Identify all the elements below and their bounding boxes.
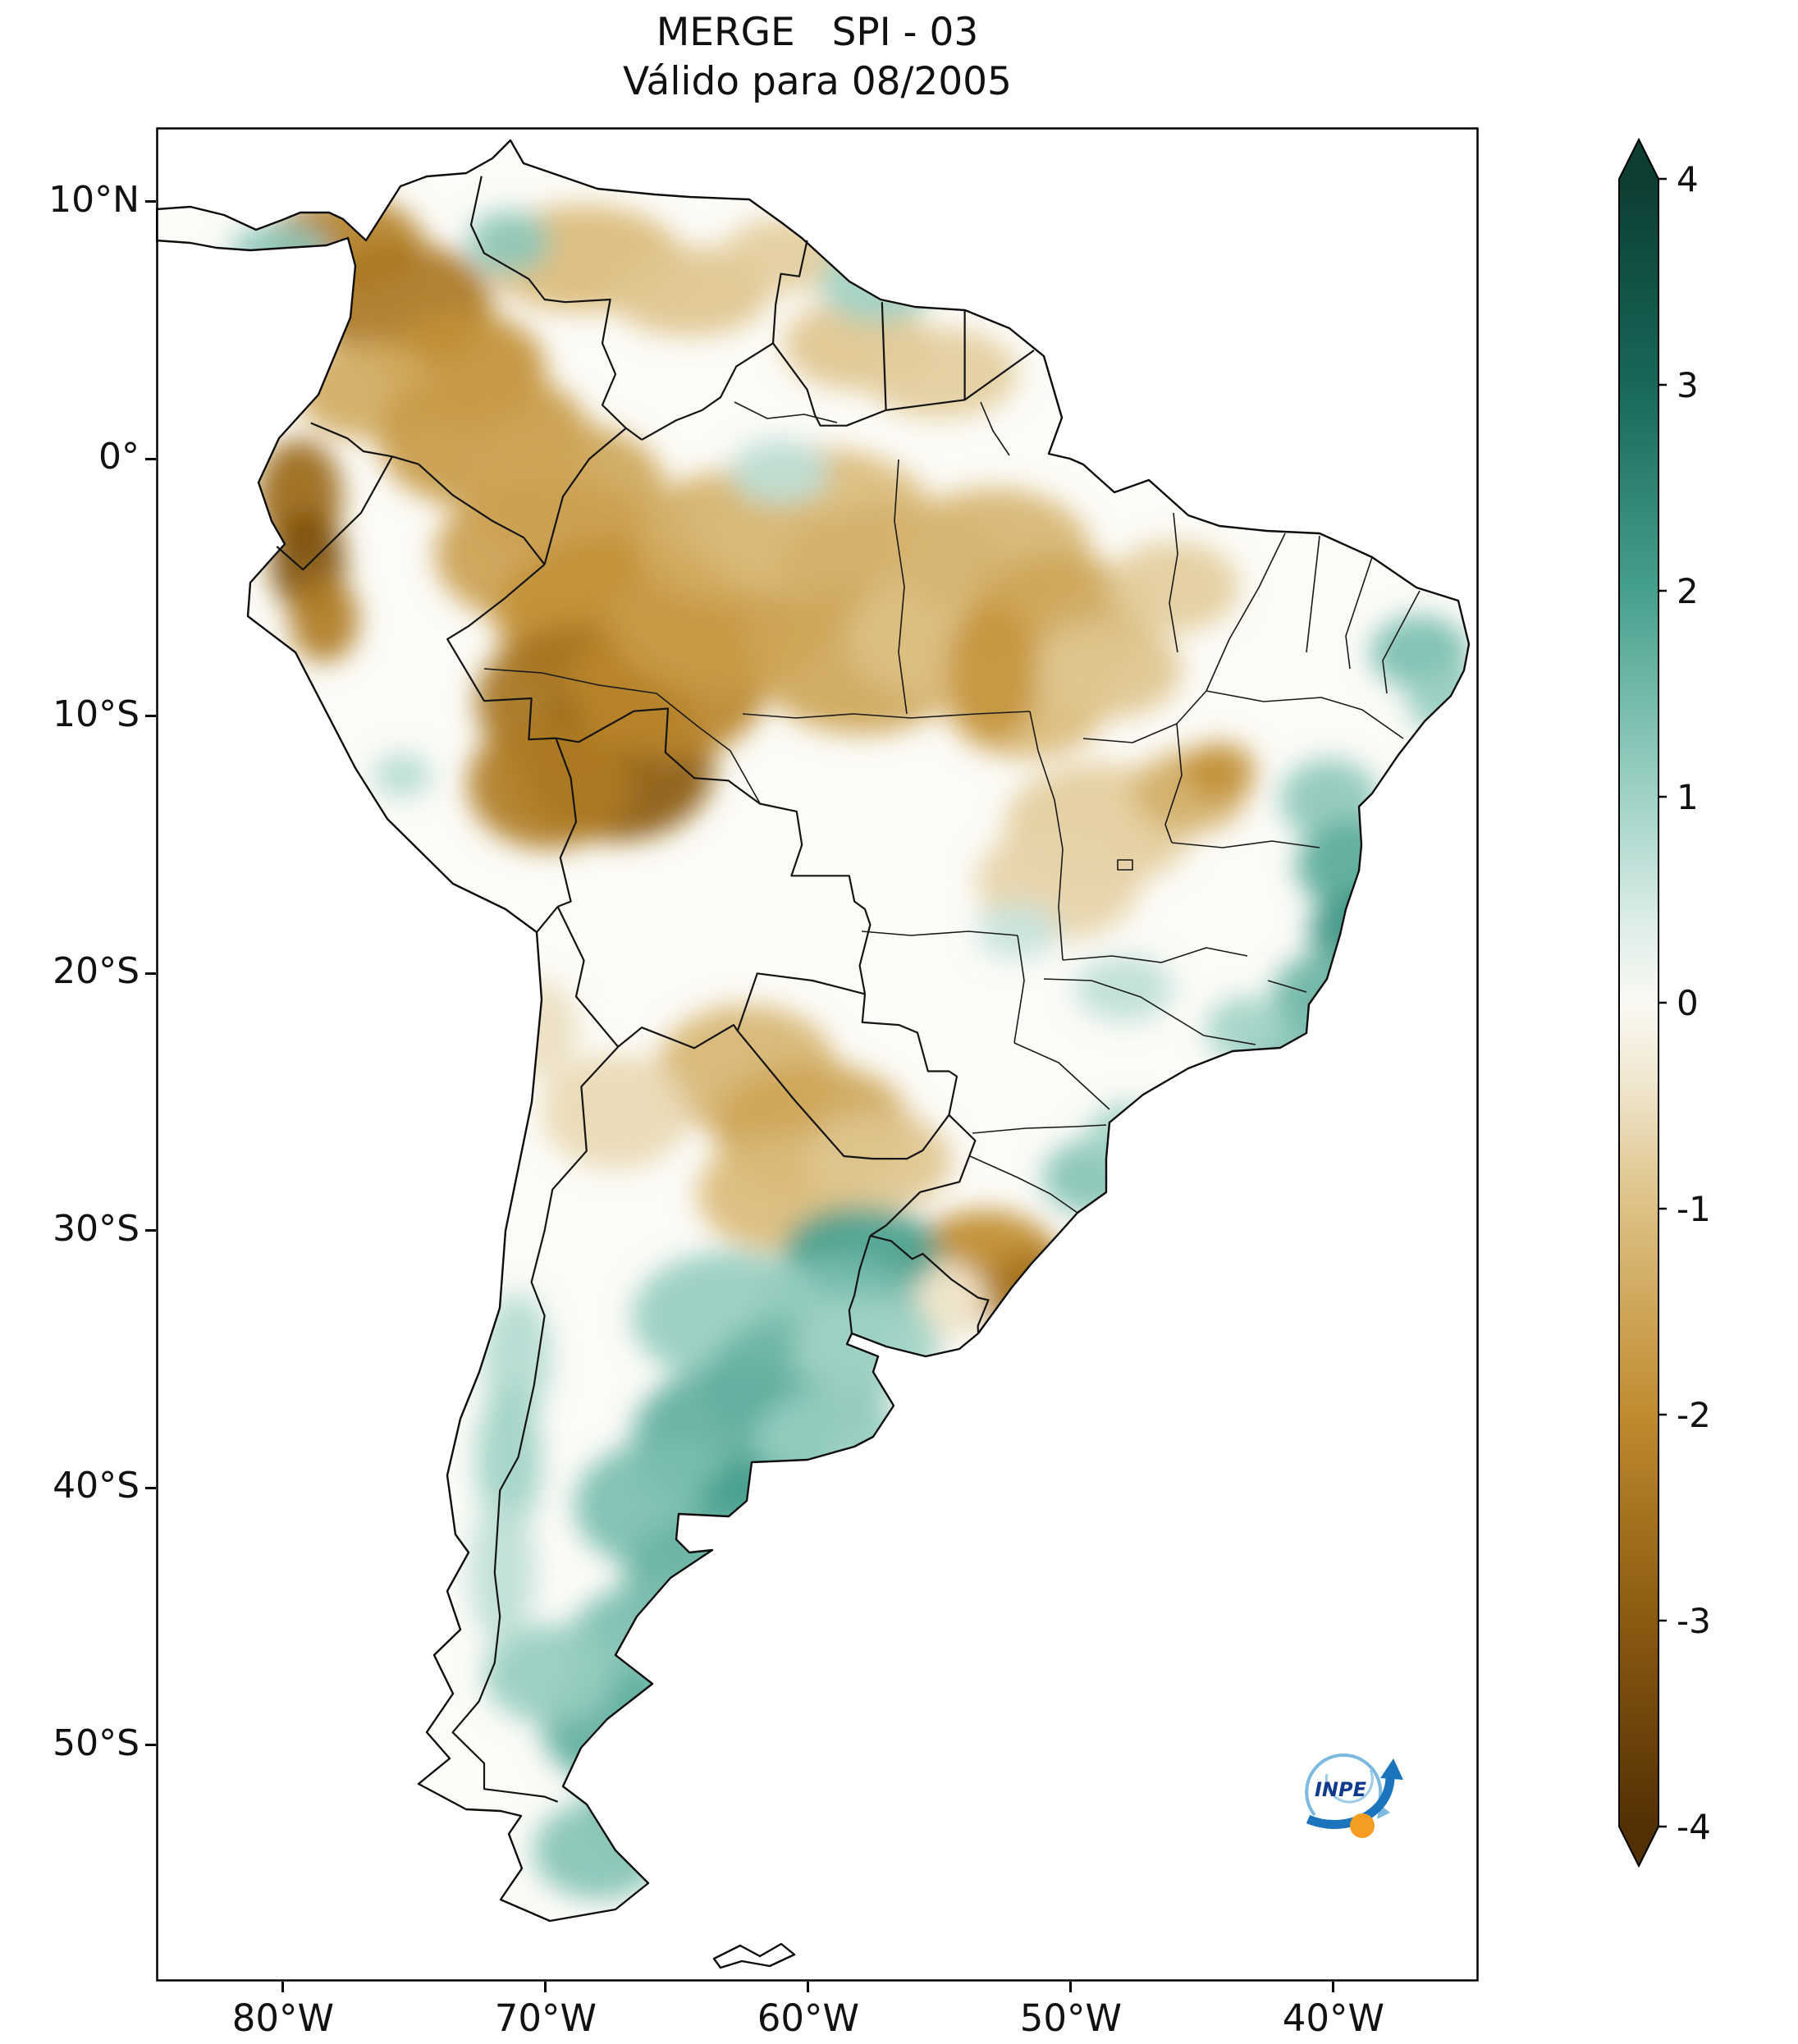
colorbar-tick-label: -1 <box>1677 1189 1711 1229</box>
y-tickmark <box>145 1486 156 1489</box>
x-tickmark <box>1332 1982 1335 1992</box>
colorbar-tick-label: -2 <box>1677 1395 1711 1435</box>
x-tick-label: 40°W <box>1282 1996 1384 2040</box>
y-tick-label: 30°S <box>53 1207 140 1250</box>
y-tick-label: 10°S <box>53 693 140 735</box>
colorbar-extend-top <box>1619 139 1658 179</box>
logo-arrowhead <box>1380 1758 1403 1780</box>
island-outline <box>712 1942 796 1969</box>
inpe-logo: INPE <box>1305 1754 1403 1838</box>
y-tick-label: 10°N <box>48 178 140 221</box>
y-tick-label: 50°S <box>53 1722 140 1764</box>
spi-blob <box>730 439 829 505</box>
spi-blob <box>469 1498 535 1645</box>
logo-inner-arc <box>1324 1769 1374 1804</box>
x-tickmark <box>1069 1982 1073 1992</box>
x-tick-label: 80°W <box>231 1996 334 2040</box>
x-tickmark <box>281 1982 285 1992</box>
colorbar-tick-label: 1 <box>1677 777 1699 817</box>
colorbar-extend-bottom <box>1619 1827 1658 1866</box>
colorbar: 4 3 2 1 0 -1 -2 -3 -4 <box>1618 138 1711 1868</box>
figure-title: MERGE SPI - 03 <box>656 10 979 55</box>
map-frame <box>156 127 1479 1982</box>
spi-blob <box>948 603 1038 743</box>
colorbar-tick-label: 2 <box>1677 571 1699 611</box>
x-tickmark <box>807 1982 810 1992</box>
logo-orange-ball <box>1350 1813 1375 1838</box>
map-canvas: INPE <box>156 127 1479 1982</box>
spi-blob <box>804 1112 952 1210</box>
colorbar-tick-label: 3 <box>1677 365 1699 405</box>
x-tick-label: 70°W <box>494 1996 597 2040</box>
figure-subtitle: Válido para 08/2005 <box>623 59 1012 104</box>
spi-blob <box>468 211 550 273</box>
spi-blob <box>1182 743 1256 800</box>
y-tick-label: 40°S <box>53 1465 140 1507</box>
x-tick-label: 50°W <box>1019 1996 1122 2040</box>
spi-blob <box>977 903 1059 960</box>
colorbar-tick-label: -4 <box>1677 1807 1711 1847</box>
y-tickmark <box>145 715 156 718</box>
spi-blob <box>373 754 432 797</box>
y-tickmark <box>145 200 156 203</box>
y-tick-label: 0° <box>98 436 140 478</box>
country-borders <box>276 176 1035 1803</box>
spi-blob <box>290 577 359 662</box>
y-tickmark <box>145 457 156 460</box>
logo-text: INPE <box>1315 1778 1367 1801</box>
colorbar-gradient <box>1619 179 1658 1827</box>
spi-blob <box>1108 542 1239 632</box>
y-tickmark <box>145 1229 156 1232</box>
y-tick-label: 20°S <box>53 950 140 993</box>
coastline <box>156 139 1471 1923</box>
spi-blob <box>862 328 1018 418</box>
spi-blob <box>468 718 632 849</box>
spi-blob <box>1075 956 1174 1022</box>
x-tickmark <box>544 1982 547 1992</box>
spi-blob <box>1206 997 1288 1063</box>
spi-blob <box>1034 620 1182 718</box>
y-tickmark <box>145 1744 156 1747</box>
y-tickmark <box>145 972 156 975</box>
logo-orbit-arc <box>1305 1754 1383 1817</box>
colorbar-tick-label: -3 <box>1677 1601 1711 1641</box>
spi-blob <box>542 1054 689 1169</box>
colorbar-tick-label: 4 <box>1677 159 1699 199</box>
colorbar-ticks: 4 3 2 1 0 -1 -2 -3 -4 <box>1658 159 1711 1847</box>
logo-swoosh-arrow <box>1306 1776 1395 1829</box>
colorbar-tick-label: 0 <box>1677 983 1699 1023</box>
spi-blob <box>484 1625 615 1723</box>
state-borders <box>483 401 1421 1214</box>
x-tick-label: 60°W <box>757 1996 859 2040</box>
